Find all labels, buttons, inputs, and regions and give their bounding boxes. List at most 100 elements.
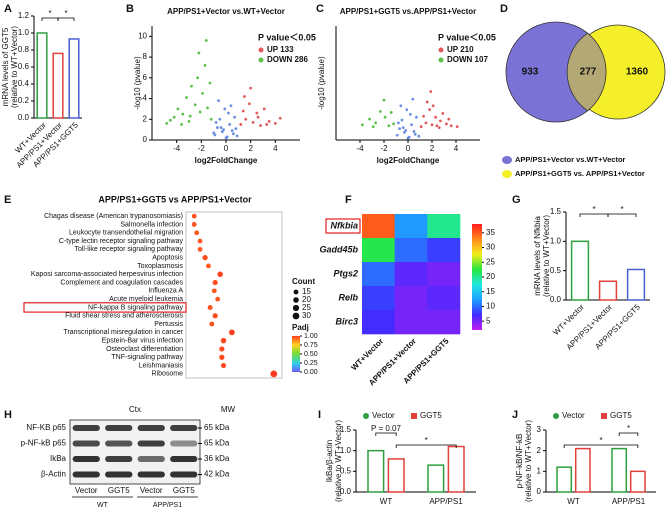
blot-band [170, 425, 198, 431]
legend-marker [363, 413, 369, 419]
point [218, 117, 222, 121]
y-tick-label: 0.6 [18, 62, 30, 71]
y-tick-label: 1.2 [18, 11, 30, 20]
dot [209, 321, 215, 327]
legend-label: 15 [302, 287, 311, 296]
blot-band [105, 425, 133, 431]
point [215, 126, 219, 129]
heat-cell [427, 262, 461, 287]
point [222, 128, 225, 132]
blot-band [170, 471, 198, 478]
point [190, 84, 193, 88]
bar [52, 52, 64, 119]
blot-band [72, 425, 100, 431]
point [201, 91, 204, 95]
y-tick-label: 0.5 [550, 266, 562, 275]
y-tick-label: 1 [537, 466, 542, 475]
point [206, 106, 209, 110]
point [445, 122, 448, 126]
point [232, 132, 235, 136]
y-tick-label: 0.2 [18, 96, 30, 105]
dot [212, 279, 218, 286]
heat-cell [362, 214, 395, 239]
point [401, 126, 405, 130]
y-tick-label: 0 [537, 487, 542, 496]
legend-marker [502, 156, 512, 164]
x-tick-label: WT [567, 497, 580, 506]
point [455, 125, 459, 129]
y-tick-label: Salmonella infection [120, 221, 183, 228]
point [406, 136, 410, 140]
y-tick-label: Toll-like receptor signaling pathway [74, 246, 183, 253]
row-label: Relb [338, 292, 358, 302]
colorbar-label: 20 [486, 272, 495, 281]
point [278, 116, 282, 120]
panel-label: F [345, 194, 352, 206]
dot [219, 346, 225, 352]
y-axis-label: -log10 (pvalue) [133, 56, 142, 110]
dot [220, 362, 227, 369]
point [387, 124, 391, 128]
legend-label: UP 133 [267, 45, 294, 54]
dot [212, 313, 218, 319]
point [429, 90, 433, 93]
x-tick-label: APP/PS1 [429, 497, 463, 506]
colorbar-label: 35 [486, 228, 495, 237]
legend-label: 30 [302, 311, 311, 320]
point [213, 133, 217, 137]
x-tick-label: -2 [380, 144, 388, 153]
y-tick-label: Toxoplasmosis [137, 263, 183, 270]
colorbar [292, 336, 300, 372]
panel-label: H [4, 409, 12, 421]
y-axis-label: -log10 (pvalue) [317, 56, 326, 110]
colorbar-label: 15 [486, 287, 495, 296]
y-tick-label: Pertussis [154, 321, 183, 328]
blot-band [170, 440, 198, 447]
point [196, 76, 200, 80]
y-tick-label: Osteoclast differentiation [106, 346, 183, 353]
y-tick-label: Leukocyte transendothelial migration [69, 230, 183, 237]
point [217, 99, 221, 103]
dot [270, 370, 278, 378]
x-tick-label: 4 [273, 144, 278, 153]
point [374, 121, 377, 125]
point [223, 107, 227, 111]
point [379, 110, 382, 113]
significance-label: * [48, 9, 51, 18]
bar [574, 447, 591, 493]
point [181, 112, 185, 116]
legend-title: P value＜0.05 [438, 32, 496, 42]
point [265, 123, 269, 126]
y-tick-label: 4 [143, 94, 148, 103]
point [204, 39, 208, 42]
lane-label: GGT5 [108, 486, 130, 495]
significance-bracket [375, 432, 397, 436]
point [188, 114, 192, 118]
point [430, 123, 434, 127]
bar [611, 447, 628, 493]
point [439, 119, 442, 123]
dot [202, 255, 208, 261]
venn-count: 933 [522, 67, 539, 78]
colorbar-label: 25 [486, 257, 495, 266]
chart-title: APP/PS1+GGT5 vs APP/PS1+Vector [98, 194, 252, 204]
point [228, 123, 232, 126]
mw-label: 42 kDa [204, 470, 230, 479]
y-tick-label: 1.0 [340, 446, 352, 455]
point [239, 123, 243, 126]
row-label: Birc3 [335, 316, 358, 326]
y-tick-label: 1.5 [340, 425, 352, 434]
x-tick-label: WT [380, 497, 393, 506]
dot [206, 263, 211, 269]
dot [220, 337, 227, 344]
bar [68, 38, 80, 119]
point [212, 131, 216, 135]
x-tick-label: -4 [173, 144, 181, 153]
x-tick-label: 4 [454, 144, 459, 153]
blot-band [170, 456, 198, 462]
y-tick-label: NF-kappa B signaling pathway [88, 304, 183, 311]
y-tick-label: 0.5 [340, 466, 352, 475]
group-label: WT [97, 502, 109, 509]
heat-cell [394, 214, 428, 239]
